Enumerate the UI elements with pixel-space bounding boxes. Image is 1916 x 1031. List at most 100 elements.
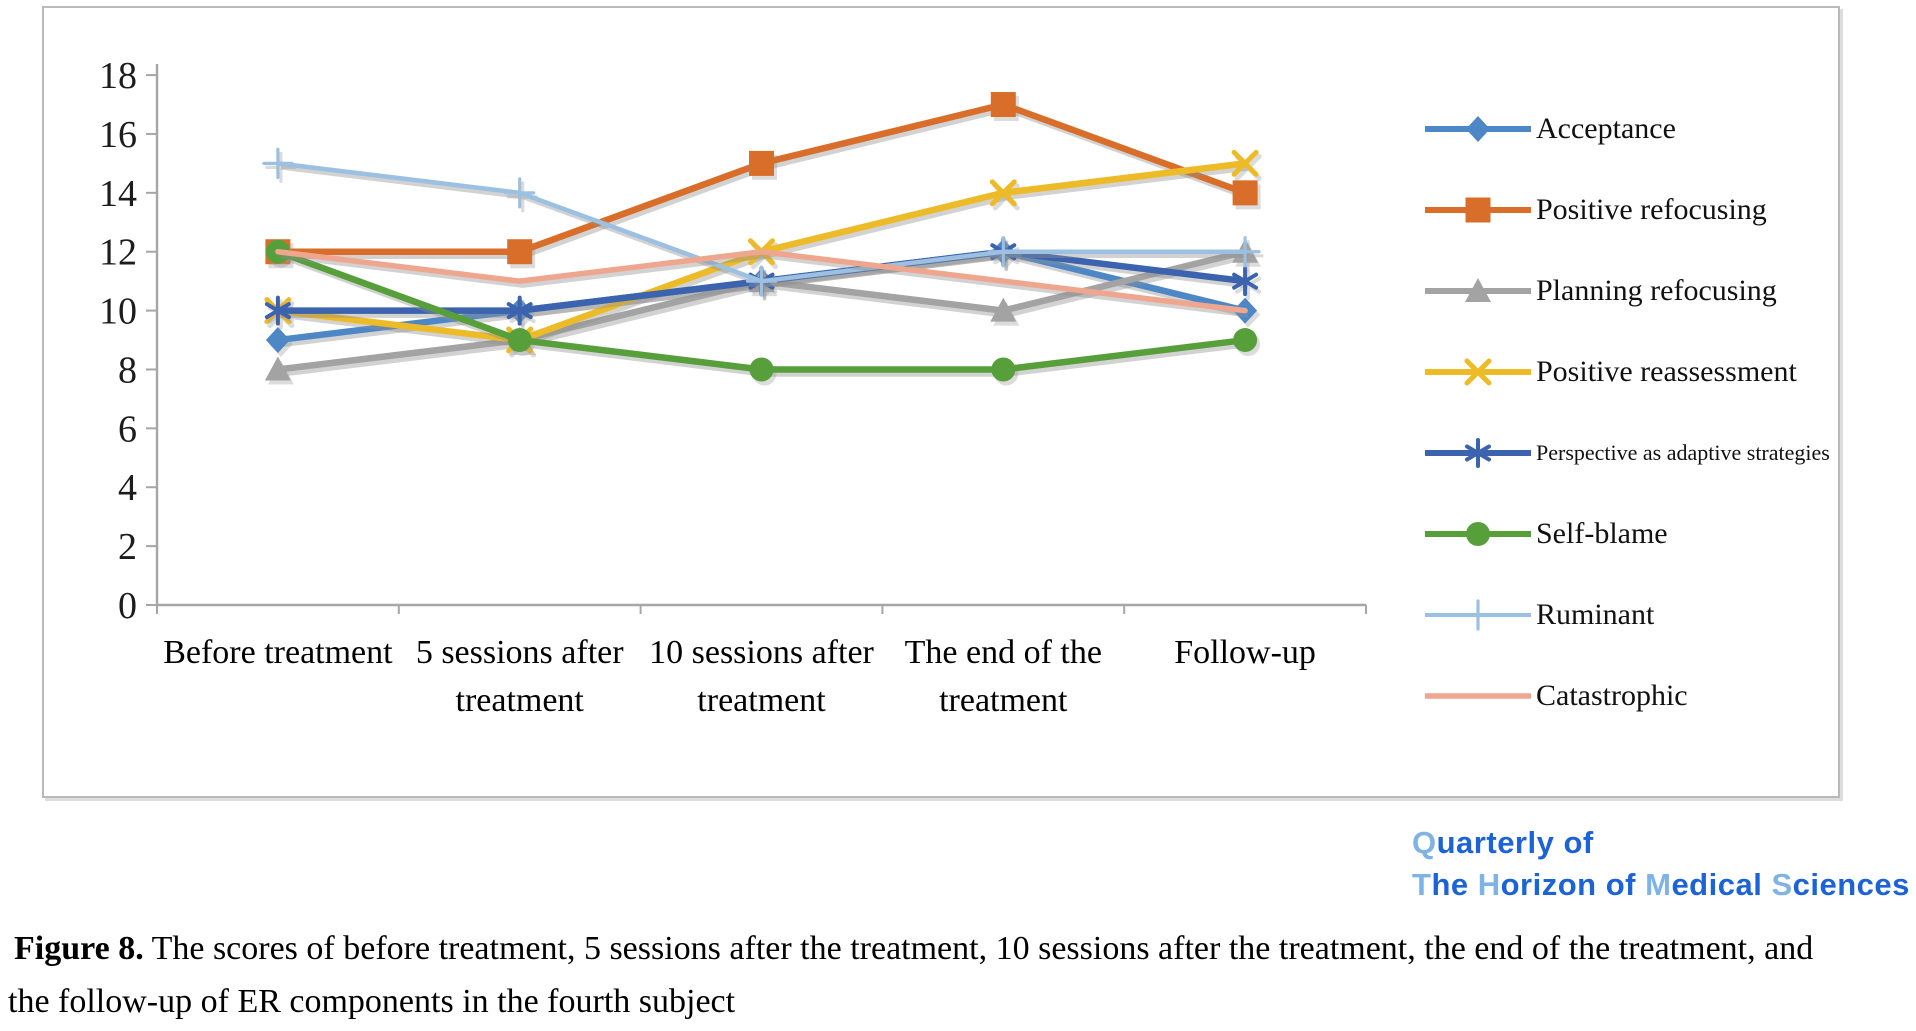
legend-swatch: [1425, 278, 1531, 302]
logo-initial-letter: H: [1477, 867, 1501, 902]
asterisk-marker: [1465, 438, 1491, 468]
triangle-marker: [264, 356, 291, 381]
x-axis-category-label: treatment: [697, 682, 826, 719]
series-catastrophic: [275, 248, 1249, 318]
triangle-marker: [990, 297, 1017, 322]
x-axis-category-label: treatment: [456, 682, 585, 719]
y-axis-tick-label: 0: [118, 585, 137, 627]
logo-text: orizon of: [1500, 867, 1646, 902]
square-marker: [749, 150, 774, 176]
x-axis-category-label: 5 sessions after: [416, 634, 624, 671]
figure-number-label: Figure 8.: [14, 930, 144, 967]
legend-label: Perspective as adaptive strategies: [1536, 440, 1830, 465]
x-axis-category-label: The end of the: [905, 634, 1102, 671]
y-axis-tick-label: 14: [99, 173, 137, 215]
x-axis-category-label: Follow-up: [1174, 634, 1316, 671]
y-axis-tick-label: 12: [99, 232, 137, 274]
square-marker: [990, 92, 1016, 118]
logo-initial-letter: T: [1412, 867, 1432, 902]
triangle-marker: [1465, 278, 1491, 302]
logo-text: uarterly of: [1436, 825, 1594, 860]
legend-swatch: [1425, 693, 1531, 699]
x-marker: [1464, 358, 1492, 386]
series-line-shadow: [280, 165, 1249, 288]
x-marker: [989, 179, 1017, 207]
legend-label: Self-blame: [1536, 517, 1668, 550]
diamond-marker: [265, 327, 290, 354]
square-marker: [1232, 180, 1258, 206]
legend-label: Catastrophic: [1536, 679, 1688, 712]
legend-item-catastrophic: Catastrophic: [1422, 676, 1688, 716]
plus-marker: [504, 177, 536, 209]
asterisk-marker: [264, 295, 291, 326]
series-line: [275, 248, 1248, 314]
legend-item-perspective-as-adaptive-strategies: Perspective as adaptive strategies: [1422, 433, 1830, 473]
legend-label: Positive reassessment: [1536, 355, 1797, 388]
logo-initial-letter: M: [1645, 867, 1672, 902]
asterisk-marker: [1232, 266, 1259, 297]
legend-item-acceptance: Acceptance: [1422, 109, 1676, 149]
plus-marker: [987, 236, 1019, 268]
square-marker: [507, 239, 533, 265]
caption-line2: the follow-up of ER components in the fo…: [8, 983, 736, 1020]
legend-swatch: [1425, 197, 1531, 223]
legend-label: Planning refocusing: [1536, 274, 1777, 307]
y-axis-tick-label: 10: [99, 291, 137, 333]
legend-label: Positive refocusing: [1536, 193, 1767, 226]
logo-initial-letter: Q: [1412, 825, 1437, 860]
plus-marker: [1462, 599, 1494, 631]
legend-item-self-blame: Self-blame: [1422, 514, 1668, 554]
series-line-shadow: [280, 252, 1249, 318]
series-ruminant: [262, 147, 1264, 301]
legend-item-ruminant: Ruminant: [1422, 595, 1654, 635]
journal-logo-line1: Quarterly of: [1412, 822, 1910, 864]
x-marker: [1231, 149, 1259, 177]
marker-shadow: [748, 269, 781, 301]
legend-swatch: [1425, 522, 1531, 546]
chart-panel: 0 2 4 6 8 10 12 14 16 18 Before treatment 5 session…: [42, 6, 1840, 798]
y-axis-tick-label: 8: [118, 349, 137, 391]
x-axis-category-label: 10 sessions after: [649, 634, 874, 671]
chart-legend: Acceptance Positive refocusing Planning re…: [1422, 8, 1840, 796]
logo-text: edical: [1671, 867, 1772, 902]
legend-swatch: [1425, 358, 1531, 386]
y-axis-tick-label: 16: [99, 114, 137, 156]
journal-logo-line2: The Horizon of Medical Sciences: [1412, 864, 1910, 906]
legend-item-planning-refocusing: Planning refocusing: [1422, 271, 1777, 311]
plus-marker: [745, 265, 778, 297]
caption-line1-text: The scores of before treatment, 5 sessio…: [143, 930, 1814, 967]
legend-item-positive-reassessment: Positive reassessment: [1422, 352, 1797, 392]
square-marker: [1465, 197, 1491, 223]
legend-label: Acceptance: [1536, 112, 1676, 145]
legend-item-positive-refocusing: Positive refocusing: [1422, 190, 1767, 230]
y-axis-tick-label: 18: [99, 55, 137, 97]
circle-marker: [991, 357, 1016, 382]
x-axis-category-label: Before treatment: [163, 634, 393, 671]
marker-shadow: [990, 240, 1022, 272]
marker-shadow: [265, 151, 297, 183]
journal-logo: Quarterly of The Horizon of Medical Scie…: [1412, 822, 1910, 906]
circle-marker: [1233, 328, 1258, 353]
legend-swatch: [1425, 116, 1531, 142]
y-axis-tick-label: 4: [118, 467, 137, 509]
x-axis-category-label: treatment: [939, 682, 1068, 719]
asterisk-marker: [506, 295, 533, 326]
logo-initial-letter: S: [1771, 867, 1793, 902]
logo-text: he: [1431, 867, 1478, 902]
circle-marker: [1466, 522, 1490, 546]
series-self-blame: [265, 239, 1261, 386]
plus-marker: [262, 147, 294, 179]
legend-swatch: [1425, 599, 1531, 631]
circle-marker: [507, 328, 532, 353]
diamond-marker: [1466, 116, 1490, 142]
caption-line1: Figure 8. The scores of before treatment…: [8, 922, 1908, 975]
logo-text: ciences: [1792, 867, 1910, 902]
figure-caption: Figure 8. The scores of before treatment…: [8, 922, 1908, 1028]
marker-shadow: [1232, 240, 1264, 272]
y-axis-tick-label: 6: [118, 408, 137, 450]
circle-marker: [749, 357, 774, 382]
line-chart: 0 2 4 6 8 10 12 14 16 18 Before treatment 5 session…: [99, 55, 1367, 719]
legend-swatch: [1425, 438, 1531, 468]
plus-marker: [1229, 236, 1261, 268]
